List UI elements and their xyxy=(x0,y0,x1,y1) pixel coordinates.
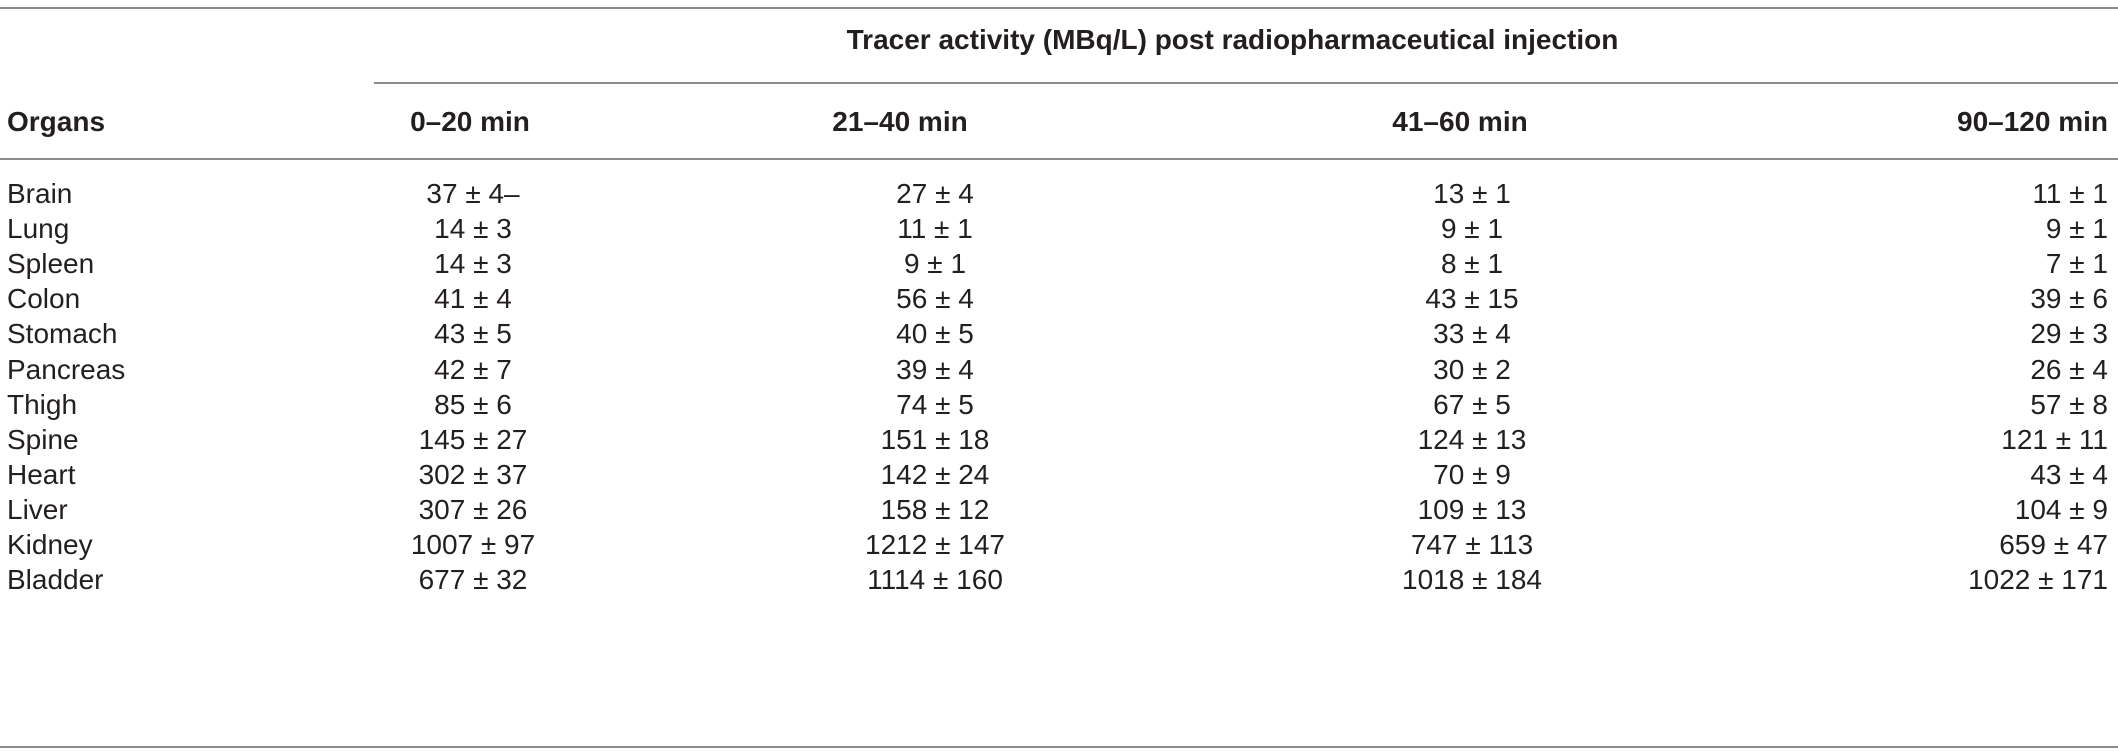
value-cell: 56 ± 4 xyxy=(896,283,974,314)
value-cell: 121 ± 11 xyxy=(2001,424,2108,455)
value-cell: 677 ± 32 xyxy=(418,564,528,595)
value-cell: 27 ± 4 xyxy=(896,178,974,209)
value-cell: 40 ± 5 xyxy=(896,318,974,349)
value-cell: 43 ± 4 xyxy=(2030,459,2108,490)
header-rule xyxy=(0,158,2118,160)
value-cell: 9 ± 1 xyxy=(903,248,967,279)
column-header: 0–20 min xyxy=(410,106,530,137)
organ-cell: Kidney xyxy=(7,529,93,560)
value-cell: 14 ± 3 xyxy=(434,213,512,244)
value-cell: 307 ± 26 xyxy=(418,494,528,525)
value-cell: 11 ± 1 xyxy=(2032,178,2108,209)
value-cell: 151 ± 18 xyxy=(880,424,990,455)
column-header: 90–120 min xyxy=(1957,106,2108,137)
value-cell: 302 ± 37 xyxy=(418,459,528,490)
organ-cell: Stomach xyxy=(7,318,118,349)
value-cell: 7 ± 1 xyxy=(2045,248,2108,279)
value-cell: 9 ± 1 xyxy=(1440,213,1504,244)
organ-cell: Spleen xyxy=(7,248,95,279)
organ-cell: Pancreas xyxy=(7,354,126,385)
value-cell: 14 ± 3 xyxy=(434,248,512,279)
organ-cell: Brain xyxy=(7,178,73,209)
value-cell: 158 ± 12 xyxy=(880,494,990,525)
organ-cell: Lung xyxy=(7,213,70,244)
value-cell: 142 ± 24 xyxy=(880,459,990,490)
value-cell: 104 ± 9 xyxy=(2014,494,2108,525)
organ-cell: Spine xyxy=(7,424,79,455)
value-cell: 33 ± 4 xyxy=(1433,318,1511,349)
column-header: 41–60 min xyxy=(1392,106,1528,137)
top-rule xyxy=(0,7,2118,9)
value-cell: 39 ± 6 xyxy=(2030,283,2108,314)
value-cell: 37 ± 4– xyxy=(426,178,520,209)
row-header: Organs xyxy=(7,106,106,137)
organ-cell: Colon xyxy=(7,283,81,314)
group-header-rule xyxy=(374,82,2118,84)
bottom-rule xyxy=(0,746,2118,748)
value-cell: 1022 ± 171 xyxy=(1968,564,2108,595)
value-cell: 124 ± 13 xyxy=(1417,424,1527,455)
value-cell: 1114 ± 160 xyxy=(867,564,1003,595)
value-cell: 29 ± 3 xyxy=(2030,318,2108,349)
organ-cell: Heart xyxy=(7,459,76,490)
value-cell: 70 ± 9 xyxy=(1433,459,1511,490)
value-cell: 1007 ± 97 xyxy=(410,529,536,560)
value-cell: 42 ± 7 xyxy=(434,354,512,385)
value-cell: 8 ± 1 xyxy=(1440,248,1504,279)
value-cell: 145 ± 27 xyxy=(418,424,528,455)
column-header: 21–40 min xyxy=(832,106,968,137)
value-cell: 30 ± 2 xyxy=(1433,354,1511,385)
value-cell: 57 ± 8 xyxy=(2030,389,2108,420)
value-cell: 43 ± 15 xyxy=(1425,283,1519,314)
value-cell: 85 ± 6 xyxy=(434,389,512,420)
value-cell: 9 ± 1 xyxy=(2045,213,2108,244)
value-cell: 41 ± 4 xyxy=(434,283,512,314)
value-cell: 11 ± 1 xyxy=(897,213,973,244)
value-cell: 67 ± 5 xyxy=(1433,389,1511,420)
value-cell: 26 ± 4 xyxy=(2030,354,2108,385)
value-cell: 74 ± 5 xyxy=(896,389,974,420)
organ-cell: Liver xyxy=(7,494,68,525)
value-cell: 43 ± 5 xyxy=(434,318,512,349)
value-cell: 659 ± 47 xyxy=(1999,529,2108,560)
value-cell: 39 ± 4 xyxy=(896,354,974,385)
value-cell: 109 ± 13 xyxy=(1417,494,1527,525)
organ-cell: Bladder xyxy=(7,564,104,595)
value-cell: 1018 ± 184 xyxy=(1402,564,1542,595)
organ-cell: Thigh xyxy=(7,389,78,420)
value-cell: 1212 ± 147 xyxy=(865,529,1005,560)
group-header: Tracer activity (MBq/L) post radiopharma… xyxy=(846,24,1619,55)
value-cell: 13 ± 1 xyxy=(1433,178,1511,209)
value-cell: 747 ± 113 xyxy=(1410,529,1534,560)
